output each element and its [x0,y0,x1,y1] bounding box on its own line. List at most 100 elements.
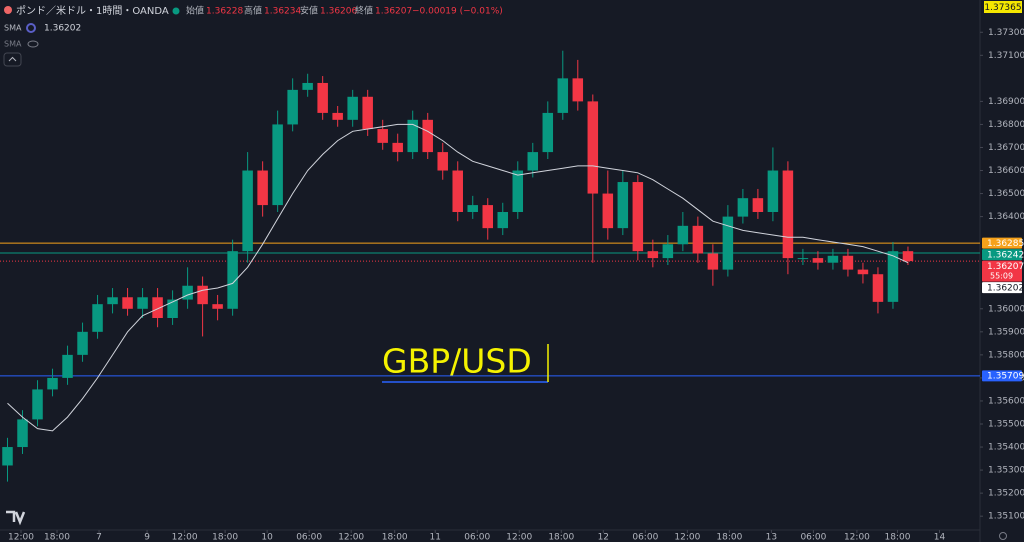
x-tick-label: 10 [261,533,273,542]
candle-body [587,101,599,194]
x-tick-label: 18:00 [44,533,70,542]
candle-body [602,193,614,229]
candle-body [2,447,13,466]
y-tick-label: 1.35400 [988,443,1024,453]
candle-body [122,297,133,309]
x-tick-label: 18:00 [548,533,574,542]
y-tick-label: 1.36800 [988,120,1024,130]
x-tick-label: 12:00 [172,533,198,542]
y-tick-label: 1.35100 [988,512,1024,522]
price-label: 1.36285 [987,239,1024,249]
open-label: 始値 [186,5,204,17]
candle-body [707,253,719,270]
y-tick-label: 1.36500 [988,189,1024,199]
candle-body [212,304,223,309]
settings-icon[interactable] [999,532,1007,540]
symbol: ポンド／米ドル・1時間・OANDA [16,4,169,17]
low-label: 安値 [300,5,318,17]
x-tick-label: 18:00 [212,533,238,542]
candle-body [647,251,659,259]
candle-body [617,182,629,229]
sma-line [7,123,909,432]
candle-body [227,251,238,309]
candle-body [152,297,163,318]
candle-body [467,205,478,212]
candle-body [857,269,869,275]
y-tick-label: 1.35200 [988,489,1024,499]
logo [6,510,26,526]
x-tick-label: 13 [766,533,777,542]
x-tick-label: 18:00 [884,533,910,542]
price-label-box [982,282,1022,294]
candle-body [287,89,298,125]
candle-body [422,119,433,153]
candle-body [317,82,328,113]
candle-body [767,170,779,212]
candle-body [362,96,373,130]
visibility-icon[interactable] [27,40,39,48]
x-tick-label: 12:00 [338,533,364,542]
y-tick-label: 1.35800 [988,350,1024,360]
symbol-icon [4,6,12,14]
top-marker-box [984,1,1022,13]
candle-body [302,82,313,90]
candle-body [47,377,58,390]
indicator-value: 1.36202 [44,24,81,34]
price-label: 1.36207 [987,262,1024,272]
candle-body [377,129,388,143]
candle-body [452,170,463,212]
candle-body [137,297,148,309]
collapse-icon [8,56,17,62]
candle-body [887,251,899,302]
high-label: 高値 [244,5,262,17]
y-tick-label: 1.35500 [988,420,1024,430]
y-tick-label: 1.36000 [988,304,1024,314]
y-tick-label: 1.35300 [988,466,1024,476]
candle-body [482,205,494,229]
candle-body [77,331,88,355]
candle-body [737,198,749,217]
price-label: 1.35709 [987,372,1024,382]
candle-body [782,170,794,259]
change: −0.00019 (−0.01%) [412,7,503,17]
candle-body [827,255,839,263]
candle-body [332,112,343,120]
candle-body [92,304,103,332]
x-tick-label: 11 [429,533,440,542]
candle-body [497,212,509,229]
x-tick-label: 7 [96,533,102,542]
indicator-name: SMA [4,40,22,49]
price-label: 1.36242 [987,250,1024,260]
x-tick-label: 06:00 [800,533,826,542]
candle-body [527,152,539,171]
x-tick-label: 18:00 [382,533,408,542]
candle-body [107,297,118,305]
candle-body [722,216,734,270]
candle-body [32,389,43,420]
indicator-icon [26,23,36,33]
candle-body [632,182,644,252]
candle-body [872,274,884,302]
x-tick-label: 06:00 [632,533,658,542]
candle-body [437,152,448,171]
x-tick-label: 12:00 [674,533,700,542]
collapse-button[interactable] [3,52,22,67]
x-tick-label: 12:00 [8,533,34,542]
y-tick-label: 1.37300 [988,28,1024,38]
price-label-box [982,260,1022,282]
high-value: 1.36234 [264,7,301,17]
candle-body [512,170,524,212]
annotation-text: GBP/USD [382,342,532,381]
candle-body [572,78,584,102]
close-label: 終値 [355,5,373,17]
y-tick-label: 1.35900 [988,327,1024,337]
candle-body [692,225,704,254]
y-tick-label: 1.36900 [988,97,1024,107]
annotation: GBP/USD [382,342,549,383]
x-tick-label: 14 [934,533,946,542]
candle-body [902,251,914,262]
x-tick-label: 12 [598,533,609,542]
